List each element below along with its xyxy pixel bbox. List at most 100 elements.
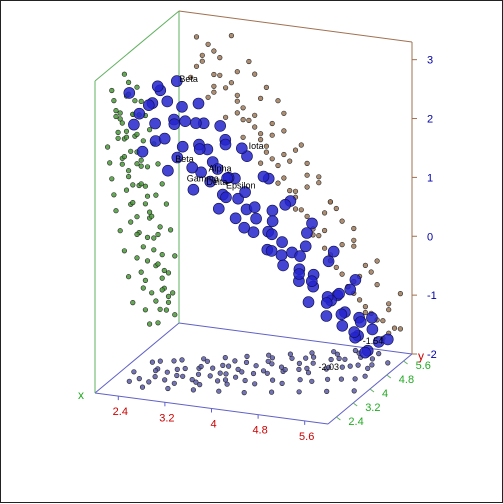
projection-xy-point: [331, 349, 337, 355]
annotation-label: -2.03: [319, 362, 340, 372]
projection-xy-point: [376, 351, 382, 357]
x-tick-label: 4.8: [252, 425, 267, 437]
projection-xz-point: [339, 242, 345, 248]
z-tick-label: -1: [427, 290, 437, 302]
projection-xy-point: [269, 355, 276, 361]
main-data-point: [344, 283, 357, 296]
projection-xy-point: [297, 377, 303, 383]
annotation-label: Epsilon: [226, 181, 256, 191]
projection-xz-point: [287, 158, 293, 164]
projection-yz-point: [155, 261, 161, 267]
projection-xz-point: [205, 41, 211, 47]
projection-yz-point: [144, 234, 151, 240]
projection-yz-point: [121, 71, 127, 77]
z-axis-label: z: [174, 1, 180, 2]
projection-xy-point: [190, 387, 196, 393]
projection-xz-point: [258, 160, 264, 166]
projection-yz-point: [170, 290, 176, 296]
projection-xz-point: [199, 52, 205, 58]
projection-xz-point: [193, 34, 200, 40]
main-series-points: [123, 75, 394, 359]
projection-xz-point: [217, 54, 223, 61]
projection-xz-point: [234, 98, 240, 104]
projection-yz-point: [140, 244, 146, 250]
projection-xy-point: [296, 366, 302, 373]
z-tick-label: 0: [427, 231, 433, 243]
projection-xy-point: [204, 358, 210, 364]
projection-yz-point: [149, 213, 155, 219]
projection-xz-point: [211, 48, 217, 54]
projection-xy-point: [336, 355, 342, 362]
projection-xy-point: [241, 390, 247, 396]
projection-yz-point: [159, 252, 165, 258]
projection-xz-point: [397, 291, 404, 297]
projection-xy-point: [369, 356, 376, 362]
projection-yz-point: [151, 247, 157, 253]
main-data-point: [276, 236, 288, 248]
projection-xz-point: [217, 72, 223, 78]
projection-yz-point: [142, 307, 148, 313]
y-tick-label: 5.6: [416, 360, 431, 372]
projection-xy-point: [264, 370, 270, 376]
projection-yz-point: [138, 98, 144, 104]
projection-yz-point: [157, 306, 163, 312]
projection-yz-point: [121, 154, 127, 160]
projection-xy-point: [296, 389, 302, 395]
projection-yz-point: [128, 219, 134, 225]
projection-yz-point: [117, 110, 123, 116]
projection-xy-point: [269, 361, 275, 367]
main-data-point: [279, 199, 292, 211]
annotation-label: Gamma: [187, 173, 219, 183]
main-data-point: [214, 120, 226, 132]
projection-xz-point: [322, 210, 328, 216]
projection-xy-point: [244, 353, 250, 360]
main-data-point: [143, 99, 155, 111]
projection-xz-point: [391, 325, 398, 331]
main-data-point: [265, 245, 278, 257]
projection-xy-point: [243, 359, 250, 366]
z-tick-label: 3: [427, 55, 433, 67]
projection-yz-point: [147, 127, 153, 133]
projection-xy-point: [270, 377, 276, 383]
projection-yz-point: [134, 255, 140, 261]
projection-yz-point: [144, 258, 151, 264]
projection-xy-point: [171, 358, 177, 364]
projection-xz-point: [304, 172, 310, 178]
projection-yz-point: [157, 224, 163, 230]
projection-xy-point: [309, 378, 315, 384]
main-data-point: [320, 297, 333, 309]
main-data-point: [336, 319, 349, 332]
projection-xy-point: [152, 374, 158, 380]
projection-xz-point: [269, 156, 275, 162]
projection-xy-point: [222, 377, 229, 383]
annotation-label: Beta: [179, 74, 198, 84]
projection-xz-point: [322, 245, 328, 251]
projection-xy-point: [253, 363, 259, 369]
projection-xz-point: [351, 237, 357, 243]
projection-xy-point: [215, 378, 221, 384]
projection-xz-point: [281, 151, 287, 158]
projection-xy-point: [216, 388, 222, 394]
projection-xy-point: [165, 385, 171, 392]
projection-xy-point: [278, 364, 285, 370]
projection-xz-point: [234, 92, 240, 98]
projection-xz-point: [211, 89, 217, 95]
projection-xz-point: [275, 180, 281, 186]
projection-xz-point: [193, 63, 200, 69]
main-data-point: [211, 163, 224, 175]
x-axis-label: x: [78, 388, 84, 402]
projection-yz-point: [128, 148, 134, 154]
main-data-point: [299, 240, 312, 253]
projection-yz-point: [109, 87, 115, 94]
projection-xy-point: [305, 370, 312, 376]
projection-yz-point: [109, 176, 115, 182]
annotation-label: Delta: [206, 177, 227, 187]
projection-yz-point: [155, 320, 161, 326]
projection-xz-point: [333, 205, 339, 212]
main-data-point: [366, 323, 379, 336]
main-data-point: [187, 183, 200, 196]
main-data-point: [195, 166, 207, 179]
main-data-point: [190, 117, 202, 129]
z-tick-label: 2: [427, 114, 433, 126]
